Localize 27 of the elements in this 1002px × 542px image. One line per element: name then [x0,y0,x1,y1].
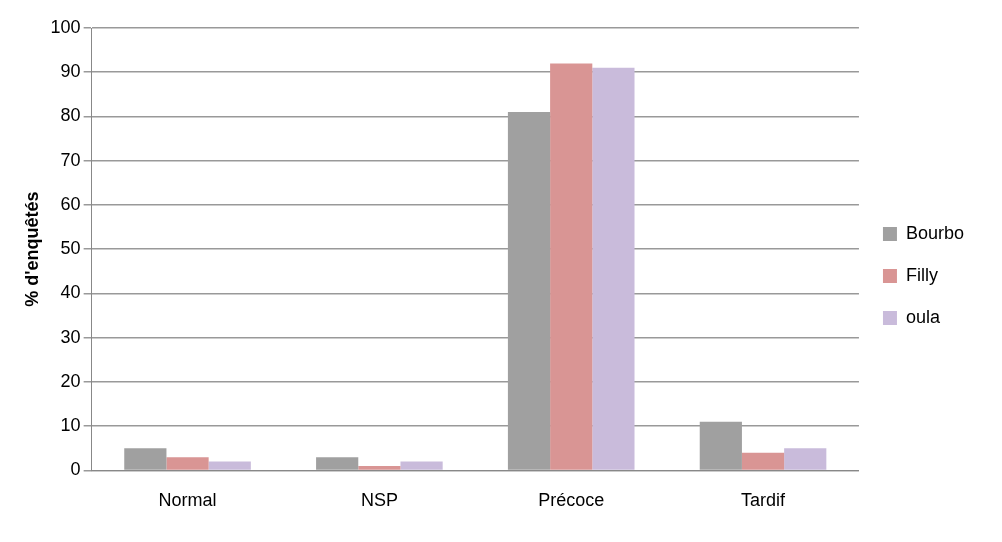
x-tick-label: NSP [360,490,398,511]
y-tick-label: 90 [60,61,81,82]
y-tick-label: 70 [60,149,81,170]
legend-label: Filly [905,264,938,285]
y-tick-label: 50 [60,238,81,259]
y-tick-label: 30 [60,326,81,347]
y-tick-label: 10 [60,415,81,436]
bar [208,461,251,470]
x-tick-label: Précoce [538,490,605,511]
y-tick-label: 100 [50,16,81,37]
bar [550,63,593,470]
bar [400,461,443,470]
bar [784,448,827,470]
y-tick-label: 0 [70,459,81,480]
y-tick-label: 20 [60,370,81,391]
x-tick-label: Tardif [741,490,787,511]
y-axis-title: % d'enquêtés [21,191,42,307]
x-tick-label: Normal [158,490,217,511]
legend-label: oula [905,306,941,327]
bar [358,465,401,470]
legend-label: Bourbo [905,222,964,243]
y-tick-label: 40 [60,282,81,303]
y-tick-label: 80 [60,105,81,126]
bar [741,452,785,470]
bar [592,67,635,470]
bar [166,457,209,470]
y-tick-label: 60 [60,193,81,214]
